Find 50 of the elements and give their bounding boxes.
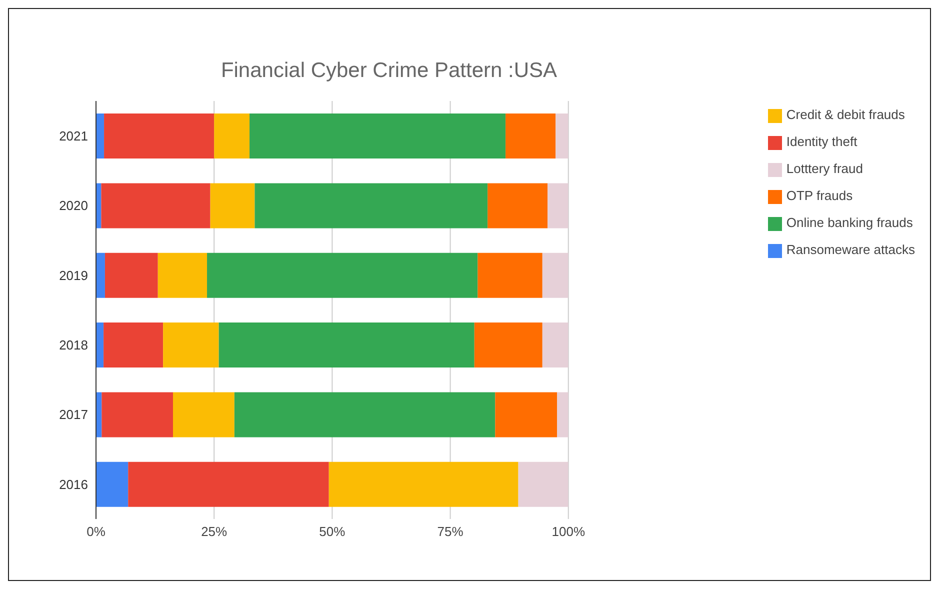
bar [518,462,568,507]
bar [207,252,478,298]
y-tick-label: 2020 [59,198,88,214]
bar [254,183,488,228]
bar [250,114,506,159]
bar [158,252,208,298]
bar [96,114,104,159]
bar [104,322,164,368]
bar [234,392,496,438]
bar [556,114,568,159]
y-tick-label: 2021 [59,128,88,144]
bar [542,252,568,298]
x-tick-label: 75% [437,524,464,540]
bar [210,183,255,228]
legend-label: Credit & debit frauds [786,107,905,122]
bar [128,462,329,507]
bar [218,322,474,368]
bar [474,322,542,368]
bar [96,462,128,507]
bar [102,392,173,438]
bar [172,392,234,438]
bar [101,183,210,228]
bar [506,114,556,159]
bar [495,392,558,438]
y-tick-label: 2019 [59,268,88,283]
bar [548,183,568,228]
x-tick-label: 0% [86,524,106,540]
legend-label: Identity theft [786,134,858,149]
legend-label: Lotttery fraud [786,161,863,176]
legend-label: OTP frauds [786,188,853,203]
y-tick-label: 2016 [59,476,88,492]
bar [328,462,518,507]
x-tick-label: 25% [201,524,228,540]
bar [96,322,104,368]
bar [104,114,214,159]
bar [478,252,542,298]
chart-title: Financial Cyber Crime Pattern :USA [220,59,558,83]
y-tick-label: 2018 [59,337,88,352]
bar [104,252,158,298]
y-tick-label: 2017 [59,407,88,422]
bar [214,114,250,159]
legend-label: Ransomeware attacks [786,242,915,257]
bar [542,322,568,368]
bar [557,392,568,438]
x-tick-label: 50% [319,524,346,540]
x-tick-label: 100% [552,524,586,540]
bar [96,252,105,298]
legend-label: Online banking frauds [786,215,913,230]
bar [163,322,219,368]
bar [488,183,548,228]
